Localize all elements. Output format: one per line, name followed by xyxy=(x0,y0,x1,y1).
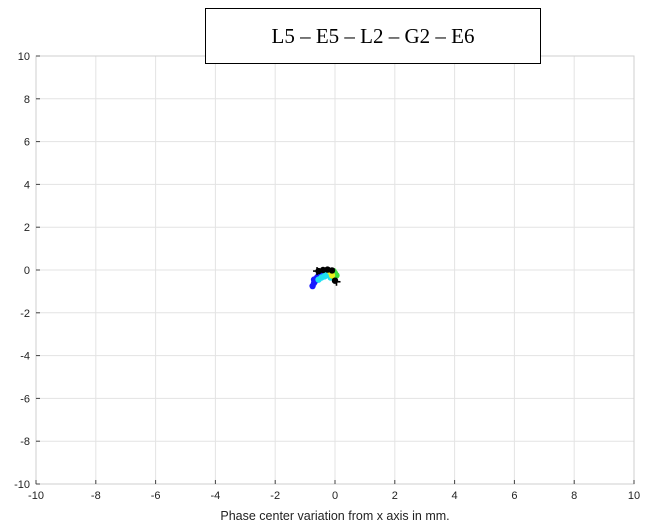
y-tick-label: 6 xyxy=(24,137,30,149)
y-tick-label: 2 xyxy=(24,222,30,234)
y-tick-label: -2 xyxy=(20,308,30,320)
data-point-green xyxy=(333,272,340,279)
data-point-black xyxy=(328,267,336,274)
x-tick-label: 10 xyxy=(628,490,640,502)
y-tick-label: 0 xyxy=(24,265,30,277)
x-tick-label: -6 xyxy=(151,490,161,502)
y-tick-label: 8 xyxy=(24,94,30,106)
x-axis-label: Phase center variation from x axis in mm… xyxy=(220,509,449,523)
x-tick-label: 0 xyxy=(332,490,338,502)
y-tick-label: -8 xyxy=(20,436,30,448)
y-tick-label: -10 xyxy=(14,479,30,491)
chart-title: L5 – E5 – L2 – G2 – E6 xyxy=(205,8,541,64)
x-tick-label: 2 xyxy=(392,490,398,502)
data-points xyxy=(309,266,341,290)
x-tick-label: -8 xyxy=(91,490,101,502)
x-tick-label: -2 xyxy=(270,490,280,502)
x-tick-label: -4 xyxy=(211,490,221,502)
plus-marker xyxy=(332,277,341,286)
y-axis-ticks: -10 -8 -6 -4 -2 0 2 4 6 8 10 xyxy=(14,51,40,491)
x-tick-label: 4 xyxy=(452,490,458,502)
x-tick-label: -10 xyxy=(28,490,44,502)
x-tick-label: 8 xyxy=(571,490,577,502)
y-tick-label: -4 xyxy=(20,351,30,363)
x-tick-label: 6 xyxy=(511,490,517,502)
y-tick-label: 4 xyxy=(24,179,30,191)
x-axis-ticks: -10 -8 -6 -4 -2 0 2 4 6 8 10 xyxy=(28,480,640,502)
y-tick-label: 10 xyxy=(18,51,30,63)
data-point-yellow xyxy=(328,272,336,279)
plus-marker xyxy=(313,267,322,276)
y-tick-label: -6 xyxy=(20,393,30,405)
